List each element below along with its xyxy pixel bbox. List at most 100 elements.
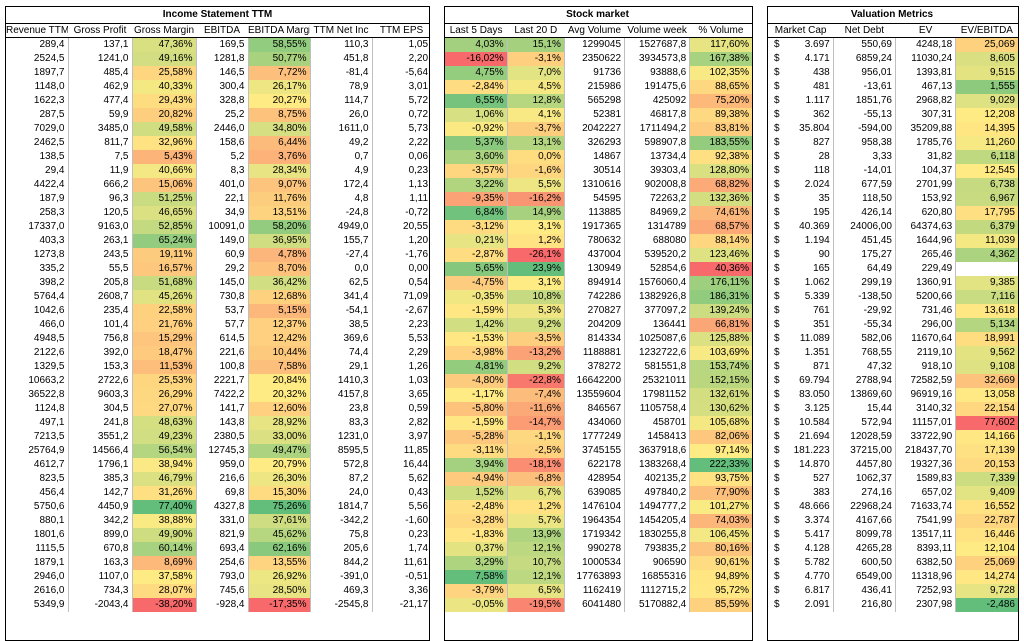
income-cell: 821,9 (195, 528, 248, 542)
income-cell: 19,11% (131, 248, 196, 262)
currency-symbol: $ (774, 333, 780, 344)
valuation-table-row: $1.062 299,19 1360,91 9,385 (768, 276, 1018, 290)
income-table-row: 403,3 263,1 65,24% 149,0 36,95% 155,7 1,20 (6, 234, 429, 248)
stock-cell: 82,06% (689, 430, 752, 444)
income-cell: 2,22 (371, 136, 429, 150)
stock-table-row: 6,55% 12,8% 565298 425092 75,20% (445, 94, 752, 108)
income-cell: -5,64 (371, 66, 429, 80)
stock-table-row: 0,21% 1,2% 780632 688080 88,14% (445, 234, 752, 248)
valuation-cell: 572,94 (832, 416, 896, 430)
valuation-cell: 827 (813, 137, 830, 148)
stock-cell: -0,05% (445, 598, 508, 612)
income-cell: 2,23 (371, 318, 429, 332)
stock-cell: 377097,2 (624, 304, 690, 318)
income-cell: 5,15% (247, 304, 310, 318)
valuation-cell: 481 (813, 81, 830, 92)
stock-table-row: 1,06% 4,1% 52381 46817,8 89,38% (445, 108, 752, 122)
stock-cell: 215986 (563, 80, 625, 94)
stock-cell: 539520,2 (624, 248, 690, 262)
valuation-cell: 7252,93 (894, 584, 956, 598)
stock-cell: 5,7% (506, 514, 565, 528)
income-cell: 4612,7 (33, 459, 65, 470)
income-cell: 45,26% (131, 290, 196, 304)
income-cell: 392,0 (67, 346, 132, 360)
stock-cell: 846567 (563, 402, 625, 416)
valuation-cell: 10.584 (799, 417, 830, 428)
valuation-cell: 64374,63 (894, 220, 956, 234)
valuation-cell: 9,029 (955, 94, 1018, 108)
income-cell: 287,5 (39, 109, 65, 120)
income-cell: 823,5 (39, 473, 65, 484)
stock-cell: -13,2% (506, 346, 565, 360)
stock-cell: -26,1% (506, 248, 565, 262)
stock-cell: 1,2% (506, 500, 565, 514)
income-cell: -17,35% (247, 598, 310, 612)
income-header-ebitda: EBITDA (196, 23, 248, 38)
income-cell: 258,3 (39, 207, 65, 218)
income-cell: 101,4 (67, 318, 132, 332)
stock-cell: 94,89% (689, 570, 752, 584)
stock-cell: -19,5% (506, 598, 565, 612)
currency-symbol: $ (774, 431, 780, 442)
currency-symbol: $ (774, 291, 780, 302)
stock-cell: 1917365 (563, 220, 625, 234)
stock-cell: 92,38% (689, 150, 752, 164)
income-cell: 58,20% (247, 220, 310, 234)
stock-cell: 5170882,4 (624, 598, 690, 612)
income-cell: 2446,0 (195, 122, 248, 136)
income-cell: 18,47% (131, 346, 196, 360)
income-cell: 29,4 (45, 165, 65, 176)
valuation-cell: 1644,96 (894, 234, 956, 248)
valuation-cell: 72582,59 (894, 374, 956, 388)
income-cell: 75,8 (309, 528, 372, 542)
income-cell: 7213,5 (33, 431, 65, 442)
income-cell: 369,6 (309, 332, 372, 346)
stock-cell: 40,36% (689, 262, 752, 276)
stock-table-row: -4,94% -6,8% 428954 402135,2 93,75% (445, 472, 752, 486)
income-cell: 15,06% (131, 178, 196, 192)
income-cell: 158,6 (195, 136, 248, 150)
income-cell: 26,17% (247, 80, 310, 94)
valuation-cell: 17,795 (955, 206, 1018, 220)
valuation-cell: 16,446 (955, 528, 1018, 542)
valuation-cell: -55,13 (832, 108, 896, 122)
stock-cell: 14867 (563, 150, 625, 164)
income-cell: 29,1 (309, 360, 372, 374)
income-cell: 4,78% (247, 248, 310, 262)
stock-cell: 1310616 (563, 178, 625, 192)
stock-cell: 52381 (563, 108, 625, 122)
currency-symbol: $ (774, 193, 780, 204)
stock-cell: 176,11% (689, 276, 752, 290)
income-cell: 341,4 (309, 290, 372, 304)
income-cell: 2608,7 (67, 290, 132, 304)
valuation-cell: -13,61 (832, 80, 896, 94)
income-cell: 1611,0 (309, 122, 372, 136)
income-cell: -54,1 (309, 304, 372, 318)
stock-cell: 0,0% (506, 150, 565, 164)
stock-cell: -1,17% (445, 388, 508, 402)
income-cell: 62,16% (247, 542, 310, 556)
income-cell: 745,6 (195, 584, 248, 598)
income-cell: 20,79% (247, 458, 310, 472)
currency-symbol: $ (774, 151, 780, 162)
valuation-cell: 64,49 (832, 262, 896, 276)
income-cell: 1,13 (371, 178, 429, 192)
income-cell: 83,3 (309, 416, 372, 430)
stock-cell: 1494777,2 (624, 500, 690, 514)
valuation-cell: 1393,81 (894, 66, 956, 80)
income-cell: 75,26% (247, 500, 310, 514)
valuation-cell: 3,33 (832, 150, 896, 164)
valuation-cell: 12028,59 (832, 430, 896, 444)
income-cell: 74,4 (309, 346, 372, 360)
currency-symbol: $ (774, 67, 780, 78)
income-cell: 16,44 (371, 458, 429, 472)
valuation-cell: 7541,99 (894, 514, 956, 528)
income-table-row: 466,0 101,4 21,76% 57,7 12,37% 38,5 2,23 (6, 318, 429, 332)
income-header-ebitda-margin: EBITDA Margin (248, 23, 310, 38)
income-table-row: 7029,0 3485,0 49,58% 2446,0 34,80% 1611,0 5,73 (6, 122, 429, 136)
valuation-cell: 958,38 (832, 136, 896, 150)
valuation-header-row: Market Cap Net Debt EV EV/EBITDA (768, 23, 1018, 38)
currency-symbol: $ (774, 109, 780, 120)
valuation-cell: 28 (818, 151, 830, 162)
income-cell: 666,2 (67, 178, 132, 192)
